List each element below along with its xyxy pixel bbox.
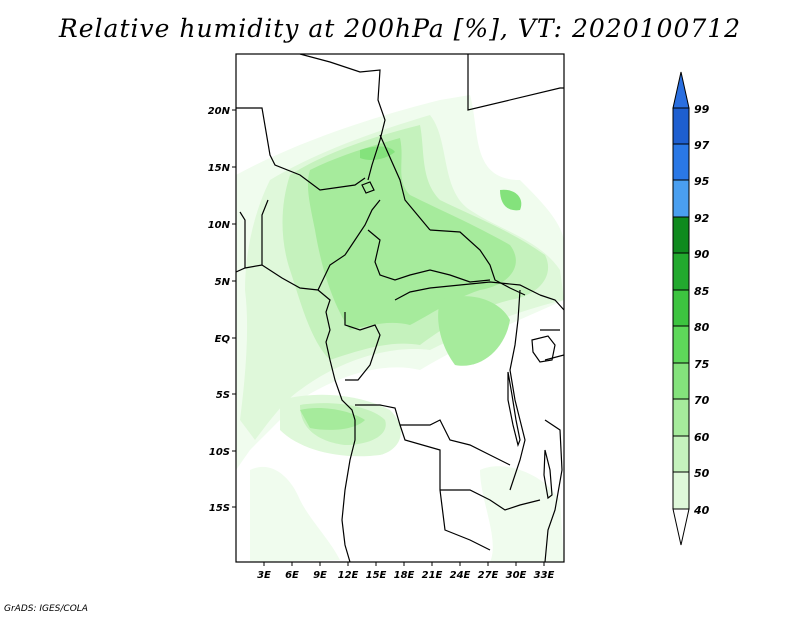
colorbar-label-80: 80 (694, 321, 710, 334)
colorbar (672, 71, 690, 546)
border-congo (344, 312, 381, 381)
colorbar-label-90: 90 (694, 248, 710, 261)
lon-label-15e: 15E (366, 570, 387, 581)
map-borders (236, 54, 564, 562)
colorbar-swatch-60 (672, 435, 690, 473)
border-east-africa (539, 294, 564, 562)
border-angola (399, 424, 491, 551)
lon-label-9e: 9E (313, 570, 327, 581)
colorbar-top-arrow (672, 71, 690, 109)
lon-label-24e: 24E (450, 570, 471, 581)
coast-west-africa (236, 264, 356, 562)
border-north-sudan (467, 54, 564, 111)
lat-label-eq: EQ (215, 334, 231, 345)
humidity-patch-east (500, 189, 522, 211)
lat-label-10n: 10N (208, 220, 231, 231)
humidity-band-70c (438, 296, 510, 366)
colorbar-swatch-75 (672, 362, 690, 400)
lat-label-15s: 15S (209, 503, 230, 514)
colorbar-label-97: 97 (694, 139, 710, 152)
lon-label-21e: 21E (422, 570, 443, 581)
border-benin-togo (239, 199, 269, 268)
lat-label-15n: 15N (208, 163, 231, 174)
humidity-band-70b (300, 408, 365, 430)
border-chad-sudan (379, 134, 431, 231)
colorbar-bottom-arrow (672, 508, 690, 546)
border-chad-car (367, 229, 491, 283)
border-drc-east (509, 289, 526, 491)
colorbar-swatch-50 (672, 471, 690, 510)
colorbar-swatch-90 (672, 252, 690, 291)
lon-label-27e: 27E (478, 570, 499, 581)
colorbar-label-50: 50 (694, 467, 710, 480)
lon-label-33e: 33E (534, 570, 555, 581)
humidity-band-70 (307, 138, 516, 330)
humidity-region-south (250, 466, 340, 562)
lon-label-3e: 3E (257, 570, 271, 581)
colorbar-label-75: 75 (694, 358, 710, 371)
lake-malawi (543, 449, 553, 500)
colorbar-label-60: 60 (694, 431, 710, 444)
lat-label-20n: 20N (208, 106, 231, 117)
lon-axis: 3E 6E 9E 12E 15E 18E 21E 24E 27E 30E 33E (257, 562, 555, 581)
lake-tanganyika (507, 371, 521, 447)
lat-axis: 20N 15N 10N 5N EQ 5S 10S 15S (208, 106, 236, 514)
lat-label-5n: 5N (215, 277, 231, 288)
map-frame (235, 53, 565, 563)
border-car-sudan (429, 229, 526, 296)
lon-label-30e: 30E (506, 570, 527, 581)
colorbar-swatch-95 (672, 179, 690, 218)
border-nigeria-cameroon (317, 199, 381, 291)
colorbar-swatch-97 (672, 143, 690, 181)
colorbar-label-70: 70 (694, 394, 710, 407)
lake-chad (361, 181, 375, 194)
colorbar-swatch-80 (672, 325, 690, 364)
colorbar-labels: 99 97 95 92 90 85 80 75 70 60 50 40 (693, 103, 710, 517)
chart-title: Relative humidity at 200hPa [%], VT: 202… (58, 14, 742, 43)
colorbar-swatch-85 (672, 289, 690, 327)
border-niger (236, 107, 366, 191)
lat-label-5s: 5S (216, 390, 230, 401)
colorbar-label-92: 92 (694, 212, 710, 225)
lat-label-10s: 10S (209, 447, 230, 458)
colorbar-label-40: 40 (693, 504, 710, 517)
credit-label: GrADS: IGES/COLA (4, 604, 88, 614)
colorbar-label-99: 99 (694, 103, 710, 116)
colorbar-swatch-70 (672, 398, 690, 437)
colorbar-label-95: 95 (694, 175, 710, 188)
border-chad-libya (299, 54, 386, 181)
border-drc-south (355, 404, 511, 466)
colorbar-swatch-92 (672, 216, 690, 254)
lon-label-6e: 6E (285, 570, 299, 581)
lon-label-18e: 18E (394, 570, 415, 581)
border-drc-north (394, 281, 541, 301)
lake-victoria (531, 335, 556, 363)
border-zambia (440, 489, 541, 511)
lon-label-12e: 12E (338, 570, 359, 581)
humidity-field (236, 95, 564, 562)
colorbar-swatch-99 (672, 107, 690, 145)
colorbar-label-85: 85 (694, 285, 710, 298)
humidity-region-southeast (480, 466, 564, 562)
